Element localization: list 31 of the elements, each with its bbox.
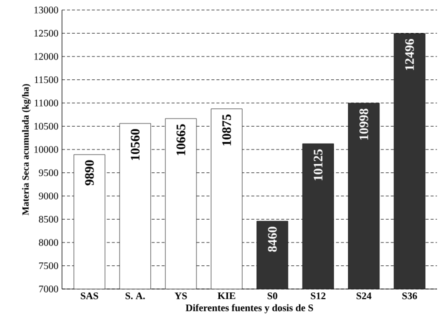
data-label: 10998 — [359, 108, 368, 140]
data-label: 12496 — [405, 39, 414, 70]
y-tick-label: 11000 — [34, 100, 58, 106]
y-tick-label: 12000 — [34, 53, 58, 60]
data-label: 10875 — [222, 114, 232, 146]
data-label: 9890 — [85, 160, 94, 186]
x-axis-title: Diferentes fuentes y dosis de S — [186, 304, 314, 314]
y-tick-label: 8000 — [38, 239, 58, 246]
y-tick-label: 7000 — [39, 286, 58, 292]
x-tick-label: SAS — [80, 292, 98, 300]
y-tick-label: 10500 — [34, 122, 58, 130]
x-tick-label: S24 — [356, 292, 372, 300]
y-tick-label: 13000 — [34, 6, 58, 14]
data-label: 8460 — [268, 226, 277, 252]
y-tick-label: 8500 — [38, 216, 58, 223]
x-tick-label: S36 — [402, 292, 418, 300]
data-label: 10665 — [176, 124, 186, 156]
x-tick-label: KIE — [218, 292, 236, 300]
x-tick-label: YS — [174, 292, 187, 300]
data-label: 10560 — [130, 129, 140, 160]
y-tick-label: 12500 — [34, 30, 58, 37]
y-tick-label: 7500 — [39, 262, 58, 270]
y-tick-label: 9000 — [38, 192, 58, 200]
data-label: 10125 — [314, 149, 322, 180]
x-tick-label: S. A. — [126, 292, 145, 300]
y-tick-label: 11500 — [34, 76, 58, 84]
y-axis-title: Materia Seca acumulada (kg/ha) — [22, 84, 31, 216]
y-tick-label: 9500 — [38, 169, 58, 176]
y-tick-label: 10000 — [34, 146, 58, 153]
x-tick-label: S12 — [310, 292, 326, 300]
x-tick-label: S0 — [268, 292, 278, 300]
